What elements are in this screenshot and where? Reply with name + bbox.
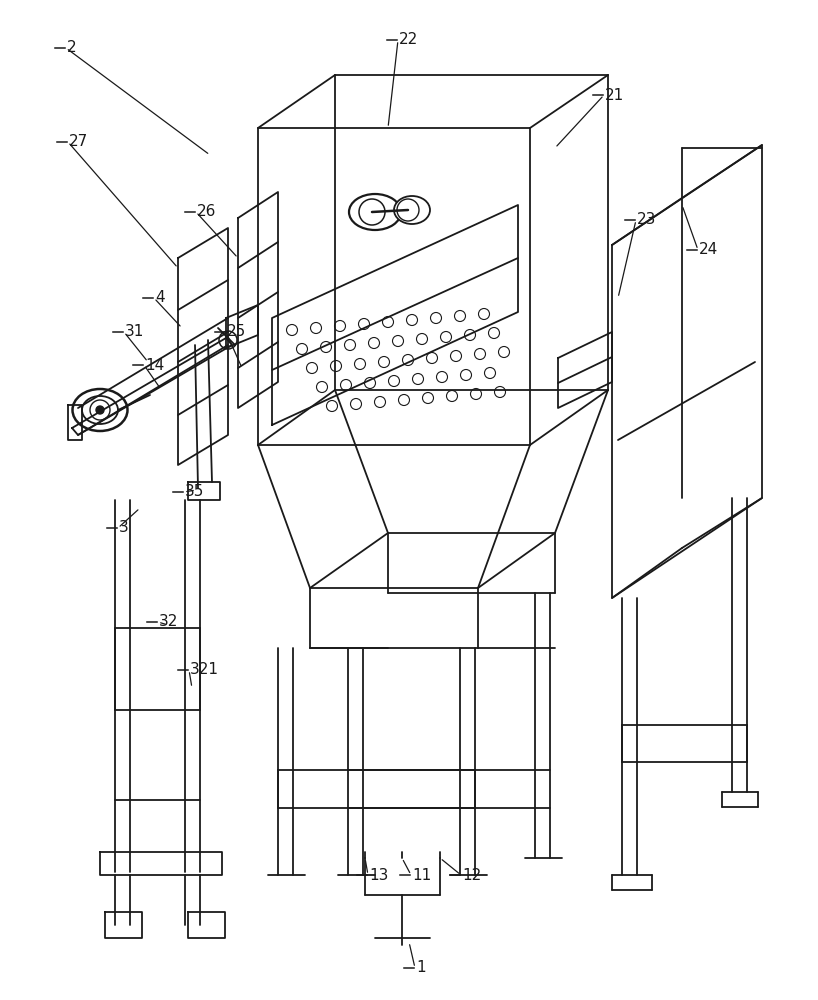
Text: 31: 31 bbox=[125, 324, 144, 340]
Text: 2: 2 bbox=[67, 40, 77, 55]
Text: 24: 24 bbox=[699, 242, 718, 257]
Circle shape bbox=[397, 199, 419, 221]
Ellipse shape bbox=[82, 396, 118, 424]
Circle shape bbox=[219, 331, 237, 349]
Circle shape bbox=[96, 406, 104, 414]
Text: 14: 14 bbox=[145, 358, 164, 372]
Text: 25: 25 bbox=[227, 324, 246, 340]
Text: 1: 1 bbox=[416, 960, 425, 976]
Text: 13: 13 bbox=[369, 867, 389, 882]
Text: 11: 11 bbox=[412, 867, 431, 882]
Text: 27: 27 bbox=[69, 134, 88, 149]
Text: 26: 26 bbox=[197, 205, 217, 220]
Text: 23: 23 bbox=[637, 213, 656, 228]
Text: 22: 22 bbox=[399, 32, 418, 47]
Ellipse shape bbox=[73, 389, 128, 431]
Circle shape bbox=[359, 199, 385, 225]
Text: 3: 3 bbox=[119, 520, 128, 536]
Text: 21: 21 bbox=[605, 88, 624, 103]
Circle shape bbox=[90, 400, 110, 420]
Text: 35: 35 bbox=[185, 485, 204, 499]
Ellipse shape bbox=[349, 194, 401, 230]
Ellipse shape bbox=[394, 196, 430, 224]
Text: 12: 12 bbox=[462, 867, 481, 882]
Text: 4: 4 bbox=[155, 290, 164, 306]
Text: 32: 32 bbox=[159, 614, 178, 630]
Text: 321: 321 bbox=[190, 662, 219, 678]
